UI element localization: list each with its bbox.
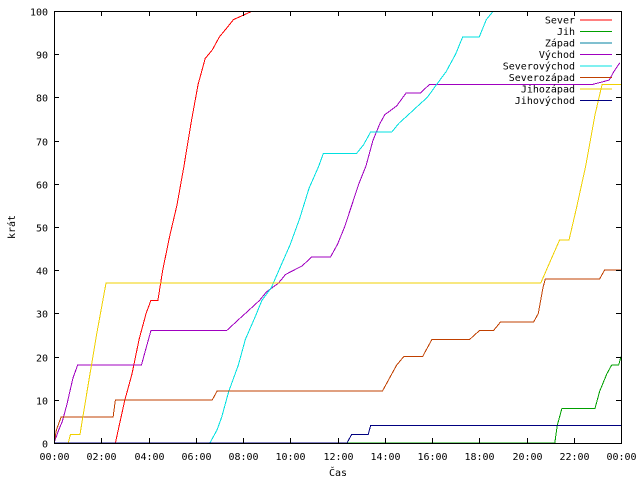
ticks-layer: 00:00 02:00 04:00 06:00 08:00 10:00 12:00 14:00…: [30, 8, 637, 464]
series-layer: [54, 11, 621, 443]
series-line-6: [54, 83, 621, 443]
x-tick-label: 22:00: [559, 452, 589, 463]
x-tick-label: 12:00: [323, 452, 353, 463]
legend-label-6: Jihozápad: [521, 84, 575, 96]
series-line-4: [54, 11, 494, 443]
x-tick-label: 18:00: [464, 452, 494, 463]
y-tick-label: 40: [36, 267, 48, 278]
series-line-5: [54, 269, 621, 443]
x-tick-label: 02:00: [86, 452, 116, 463]
y-tick-label: 0: [42, 440, 48, 451]
x-tick-label: 00:00: [39, 452, 69, 463]
y-tick-label: 90: [36, 51, 48, 62]
series-line-1: [54, 356, 621, 443]
legend-label-7: Jihovýchod: [515, 95, 575, 107]
x-tick-label: 08:00: [228, 452, 258, 463]
x-tick-label: 00:00: [606, 452, 636, 463]
legend-label-1: Jih: [557, 27, 575, 38]
legend-label-0: Sever: [545, 16, 575, 27]
legend-label-4: Severovýchod: [503, 61, 575, 73]
series-line-0: [54, 11, 253, 443]
x-tick-label: 04:00: [134, 452, 164, 463]
y-tick-label: 80: [36, 94, 48, 105]
y-tick-label: 20: [36, 354, 48, 365]
x-axis-label: Čas: [329, 466, 347, 479]
legend-label-3: Východ: [539, 49, 575, 61]
legend-label-2: Západ: [545, 38, 575, 50]
x-tick-label: 10:00: [275, 452, 305, 463]
x-tick-label: 06:00: [181, 452, 211, 463]
legend: SeverJihZápadVýchodSeverovýchodSeverozáp…: [503, 16, 612, 107]
y-tick-label: 60: [36, 181, 48, 192]
legend-label-5: Severozápad: [509, 72, 575, 84]
y-tick-label: 100: [30, 8, 48, 19]
y-tick-label: 10: [36, 397, 48, 408]
y-axis-label: krát: [6, 215, 18, 239]
x-tick-label: 14:00: [370, 452, 400, 463]
series-line-3: [54, 62, 621, 443]
series-line-7: [54, 425, 621, 443]
y-tick-label: 70: [36, 138, 48, 149]
y-tick-label: 50: [36, 224, 48, 235]
y-tick-label: 30: [36, 310, 48, 321]
x-tick-label: 16:00: [417, 452, 447, 463]
x-tick-label: 20:00: [512, 452, 542, 463]
